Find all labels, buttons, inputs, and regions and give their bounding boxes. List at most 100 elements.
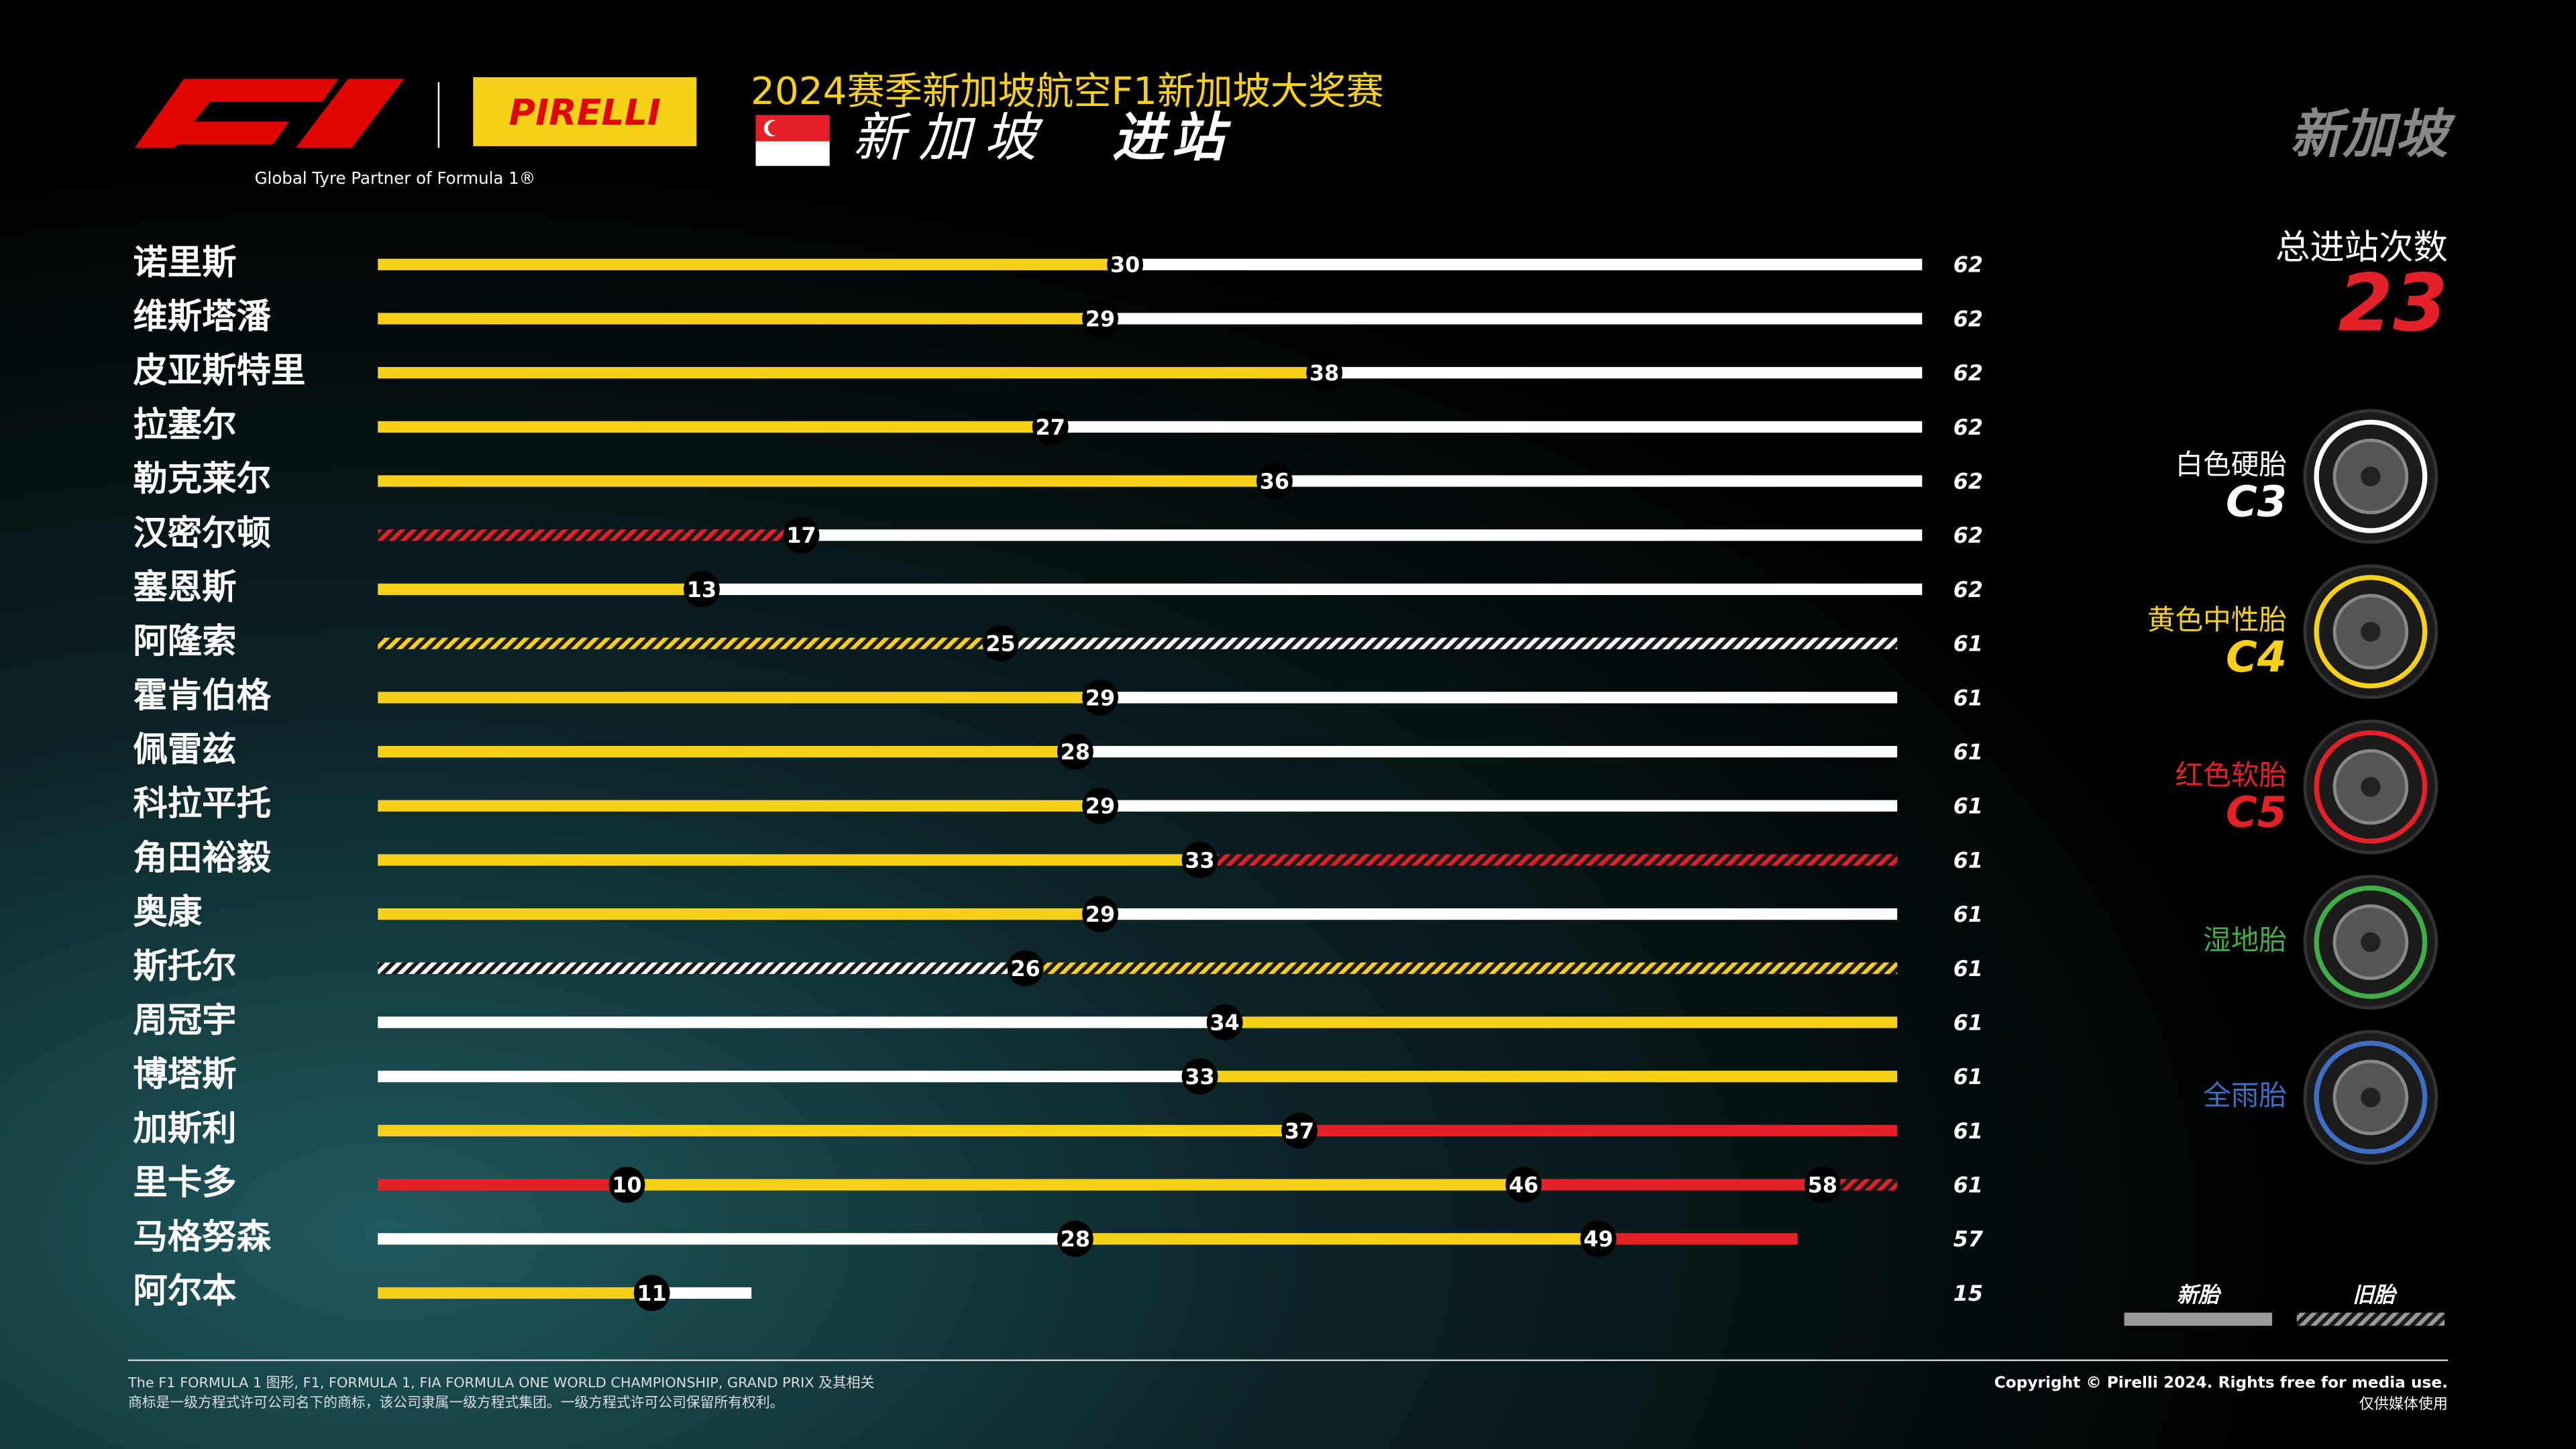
driver-name: 周冠宇 (133, 1000, 236, 1040)
tyre-name: 黄色中性胎 (2147, 603, 2287, 636)
pit-lap: 49 (1583, 1226, 1613, 1252)
pit-stop (1281, 1112, 1318, 1149)
pit-stop (608, 1167, 645, 1203)
pit-lap: 29 (1085, 902, 1115, 927)
total-laps: 62 (1953, 415, 1983, 440)
tyre-hub (2361, 466, 2381, 486)
pit-lap: 13 (687, 577, 716, 602)
tyre-name: 湿地胎 (2203, 923, 2287, 956)
pit-stop (1256, 463, 1293, 499)
stint-new (378, 1287, 652, 1299)
driver-name: 阿尔本 (133, 1271, 237, 1311)
stint-used (378, 637, 1001, 649)
copyright: Copyright © Pirelli 2024. Rights free fo… (1994, 1374, 2448, 1392)
pit-lap: 27 (1036, 415, 1065, 440)
stint-new (378, 908, 1101, 920)
tyre-code: C5 (2226, 788, 2287, 837)
total-laps: 61 (1953, 1173, 1983, 1198)
pit-stop (1082, 896, 1118, 932)
total-laps: 61 (1953, 1064, 1983, 1089)
tyre-hub (2361, 1087, 2381, 1108)
total-laps: 61 (1953, 1118, 1983, 1144)
stint-new (378, 475, 1275, 487)
pit-stop (633, 1275, 670, 1311)
pit-lap: 29 (1085, 306, 1115, 331)
driver-name: 诺里斯 (133, 242, 236, 282)
total-laps: 15 (1953, 1281, 1983, 1306)
stint-new (378, 1179, 627, 1191)
pit-lap: 34 (1210, 1010, 1240, 1035)
total-laps: 61 (1953, 631, 1983, 657)
pirelli-logo (473, 77, 697, 146)
stint-new (1100, 908, 1898, 920)
stint-new (1050, 421, 1923, 433)
pit-stop (1032, 409, 1069, 445)
pit-stop (1057, 1220, 1093, 1257)
pit-stop (1181, 1058, 1218, 1095)
driver-name: 勒克莱尔 (133, 459, 271, 499)
total-laps: 61 (1953, 902, 1983, 927)
stint-new (1324, 367, 1923, 379)
tyre-hub (2361, 932, 2381, 953)
pit-stop (1082, 301, 1118, 337)
stint-used (1000, 637, 1898, 649)
stint-new (378, 692, 1101, 704)
driver-name: 加斯利 (133, 1108, 236, 1148)
pit-stop (1082, 788, 1118, 824)
stint-new (1299, 1124, 1898, 1136)
stint-new (1125, 258, 1923, 270)
stint-new (378, 1071, 1200, 1083)
pit-lap: 26 (1010, 956, 1040, 981)
pit-lap: 11 (637, 1281, 667, 1306)
stint-used (378, 962, 1026, 974)
tyre-name: 白色硬胎 (2175, 448, 2287, 481)
pit-stop (1181, 841, 1218, 878)
total-laps: 62 (1953, 523, 1983, 548)
brand: PIRELLI (509, 91, 661, 133)
driver-name: 科拉平托 (133, 784, 271, 824)
total-laps: 61 (1953, 794, 1983, 819)
stint-new (378, 745, 1075, 758)
total-laps: 62 (1953, 469, 1983, 494)
total-laps: 62 (1953, 577, 1983, 602)
driver-name: 佩雷兹 (133, 730, 236, 770)
driver-name: 维斯塔潘 (133, 297, 271, 337)
legal-line: 商标是一级方程式许可公司名下的商标，该公司隶属一级方程式集团。一级方程式许可公司… (128, 1394, 784, 1410)
legend-used-swatch (2296, 1312, 2445, 1326)
tyre-band (2314, 1040, 2428, 1155)
stint-used (1025, 962, 1898, 974)
total-laps: 57 (1953, 1226, 1984, 1252)
pit-lap: 38 (1309, 360, 1339, 386)
stint-new (378, 1233, 1075, 1245)
tyre-code: C4 (2226, 633, 2287, 682)
pit-lap: 58 (1808, 1173, 1837, 1198)
stint-new (1523, 1179, 1823, 1191)
pit-stop (1082, 679, 1118, 716)
stint-new (701, 583, 1923, 596)
tyre-band (2314, 419, 2428, 533)
stint-new (1100, 313, 1923, 325)
pit-stop (1206, 1004, 1243, 1040)
subtitle: 进站 (1112, 107, 1232, 168)
total-laps: 61 (1953, 847, 1983, 873)
tyre-name: 红色软胎 (2175, 758, 2287, 791)
driver-name: 汉密尔顿 (133, 513, 271, 553)
pit-lap: 37 (1285, 1118, 1314, 1144)
legend-new: 新胎 (2177, 1282, 2222, 1307)
total-laps: 62 (1953, 306, 1983, 331)
stint-new (1100, 692, 1898, 704)
legend-new-swatch (2124, 1312, 2272, 1326)
pit-lap: 17 (786, 523, 816, 548)
total-laps: 62 (1953, 252, 1983, 278)
pit-stop (1804, 1167, 1841, 1203)
legal-line: The F1 FORMULA 1 图形, F1, FORMULA 1, FIA … (127, 1375, 874, 1391)
stint-new (651, 1287, 752, 1299)
stint-new (378, 1016, 1225, 1028)
driver-name: 拉塞尔 (133, 405, 236, 445)
stint-new (801, 529, 1923, 541)
total-laps: 62 (1953, 360, 1983, 386)
driver-name: 斯托尔 (133, 946, 236, 986)
